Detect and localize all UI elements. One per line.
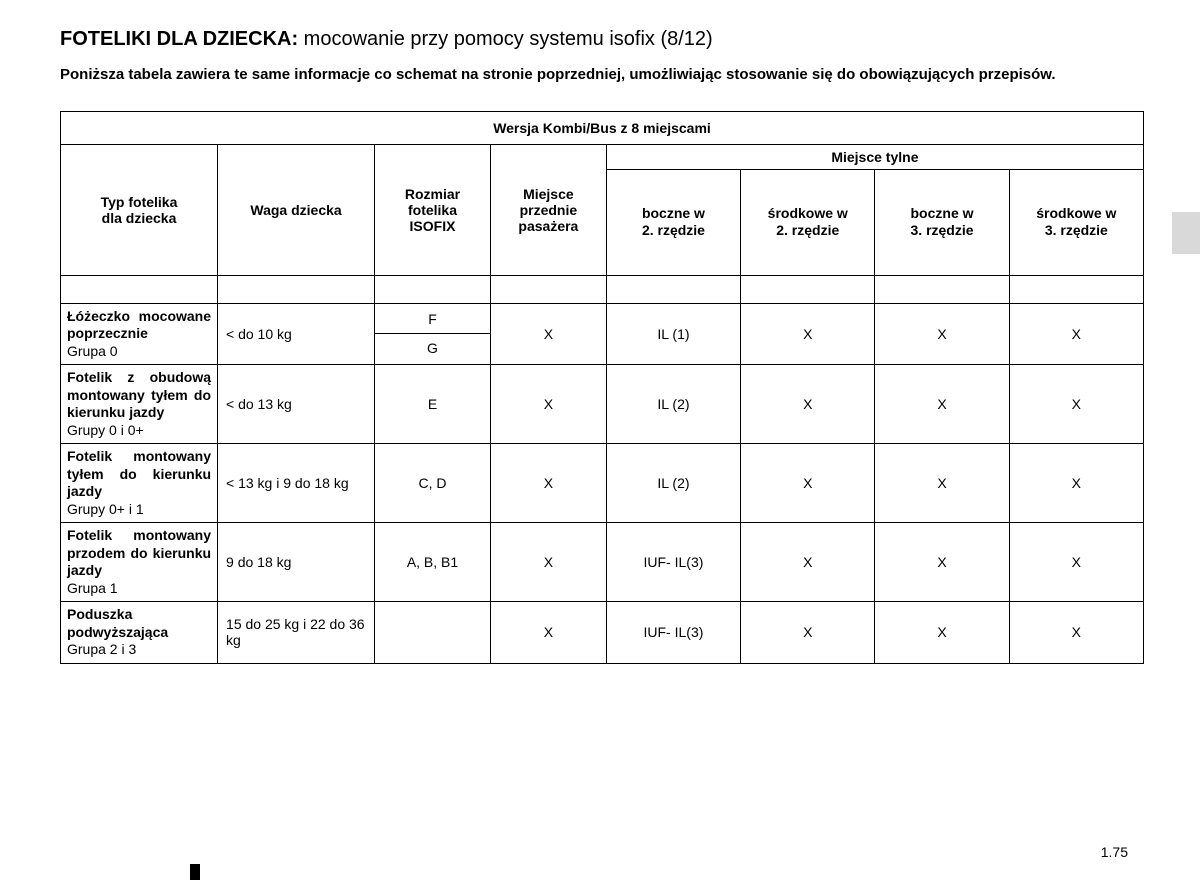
super-header: Wersja Kombi/Bus z 8 miejscami [61,111,1144,144]
value-cell: X [490,303,606,365]
value-cell: X [1009,523,1143,602]
col-rear2: środkowe w2. rzędzie [741,169,875,275]
col-rear3: boczne w3. rzędzie [875,169,1009,275]
weight-cell: 15 do 25 kg i 22 do 36 kg [218,602,375,664]
value-cell: X [875,365,1009,444]
seat-type-cell: Fotelik z obudową montowany tyłem do kie… [61,365,218,444]
value-cell: IL (1) [606,303,740,365]
side-tab [1172,212,1200,254]
value-cell: X [741,365,875,444]
value-cell: X [741,602,875,664]
rear-group-header: Miejsce tylne [606,144,1143,169]
value-cell: X [875,523,1009,602]
value-cell: X [741,444,875,523]
table-row: Fotelik montowany przodem do kierunku ja… [61,523,1144,602]
value-cell: X [1009,444,1143,523]
weight-cell: < 13 kg i 9 do 18 kg [218,444,375,523]
isofix-cell: FG [375,303,491,365]
seat-type-cell: Poduszka podwyższającaGrupa 2 i 3 [61,602,218,664]
col-rear1: boczne w2. rzędzie [606,169,740,275]
value-cell: X [875,303,1009,365]
value-cell: X [741,303,875,365]
isofix-table: Wersja Kombi/Bus z 8 miejscami Typ fotel… [60,111,1144,664]
col-seat-type: Typ fotelikadla dziecka [61,144,218,275]
col-front: Miejsceprzedniepasażera [490,144,606,275]
value-cell: IL (2) [606,365,740,444]
value-cell: X [490,602,606,664]
isofix-cell: C, D [375,444,491,523]
value-cell: X [1009,303,1143,365]
table-row: Fotelik montowany tyłem do kierunku jazd… [61,444,1144,523]
title-bold: FOTELIKI DLA DZIECKA: [60,28,298,50]
isofix-cell: E [375,365,491,444]
value-cell: X [490,523,606,602]
title-regular: mocowanie przy pomocy systemu isofix (8/… [298,28,713,50]
table-row: Fotelik z obudową montowany tyłem do kie… [61,365,1144,444]
page-number: 1.75 [1101,844,1128,860]
value-cell: X [741,523,875,602]
seat-type-cell: Fotelik montowany tyłem do kierunku jazd… [61,444,218,523]
table-row: Poduszka podwyższającaGrupa 2 i 315 do 2… [61,602,1144,664]
page-title: FOTELIKI DLA DZIECKA: mocowanie przy pom… [60,28,1144,51]
isofix-cell [375,602,491,664]
value-cell: X [1009,365,1143,444]
col-weight: Waga dziecka [218,144,375,275]
weight-cell: < do 10 kg [218,303,375,365]
seat-type-cell: Łóżeczko mocowane poprzecznieGrupa 0 [61,303,218,365]
value-cell: X [1009,602,1143,664]
value-cell: IUF- IL(3) [606,523,740,602]
value-cell: X [490,365,606,444]
footer-mark [190,864,200,880]
value-cell: IUF- IL(3) [606,602,740,664]
weight-cell: < do 13 kg [218,365,375,444]
col-isofix: RozmiarfotelikaISOFIX [375,144,491,275]
seat-type-cell: Fotelik montowany przodem do kierunku ja… [61,523,218,602]
table-row: Łóżeczko mocowane poprzecznieGrupa 0< do… [61,303,1144,365]
subtitle: Poniższa tabela zawiera te same informac… [60,65,1144,85]
value-cell: X [875,444,1009,523]
value-cell: X [490,444,606,523]
isofix-cell: A, B, B1 [375,523,491,602]
value-cell: X [875,602,1009,664]
weight-cell: 9 do 18 kg [218,523,375,602]
value-cell: IL (2) [606,444,740,523]
col-rear4: środkowe w3. rzędzie [1009,169,1143,275]
